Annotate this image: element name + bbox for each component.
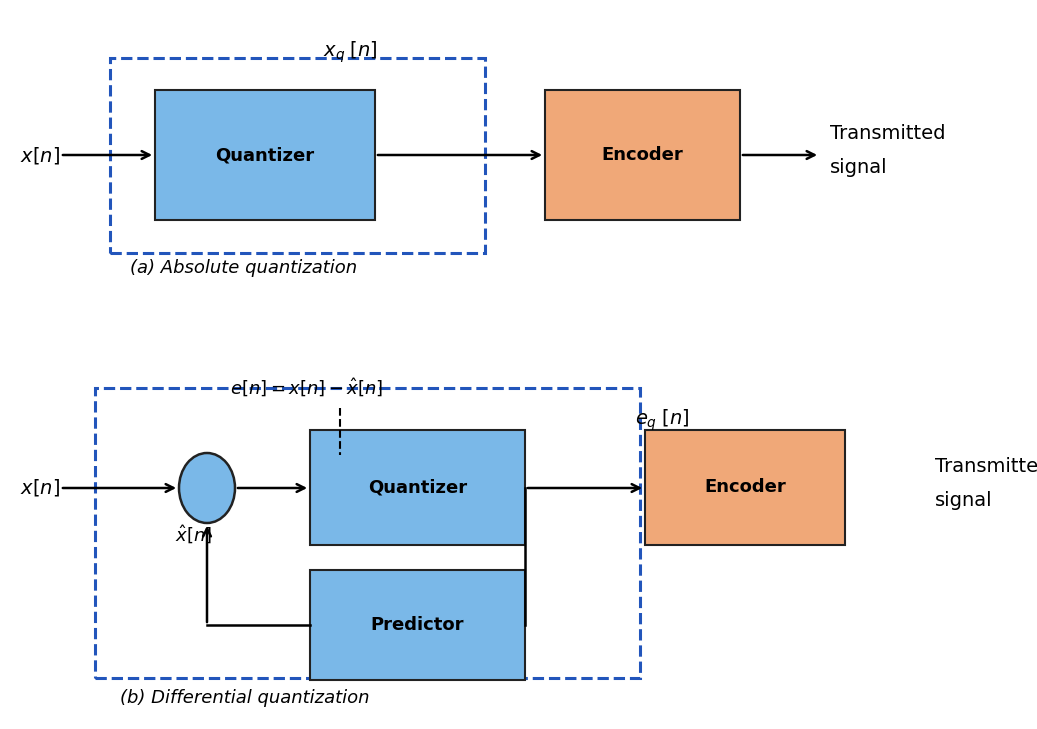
Text: $x[n]$: $x[n]$ xyxy=(20,144,60,165)
Text: (a) Absolute quantization: (a) Absolute quantization xyxy=(130,259,357,277)
Text: +: + xyxy=(192,465,206,483)
Bar xyxy=(645,430,845,545)
Text: $e[n]=x[n]-\hat{x}[n]$: $e[n]=x[n]-\hat{x}[n]$ xyxy=(230,377,384,399)
Text: Quantizer: Quantizer xyxy=(216,146,314,164)
Text: $x_q\;[n]$: $x_q\;[n]$ xyxy=(323,39,377,65)
Bar xyxy=(155,90,375,220)
Text: $e_q\;[n]$: $e_q\;[n]$ xyxy=(635,408,690,433)
Text: signal: signal xyxy=(830,157,888,176)
Text: Transmitted: Transmitted xyxy=(830,123,946,142)
Bar xyxy=(310,570,525,680)
Text: Predictor: Predictor xyxy=(371,616,465,634)
Text: −: − xyxy=(186,499,200,517)
Text: $x[n]$: $x[n]$ xyxy=(20,477,60,499)
Text: Encoder: Encoder xyxy=(704,478,786,496)
Bar xyxy=(110,58,485,253)
Text: (b) Differential quantization: (b) Differential quantization xyxy=(120,689,369,707)
Text: Quantizer: Quantizer xyxy=(368,478,467,496)
Text: signal: signal xyxy=(935,491,992,510)
Ellipse shape xyxy=(179,453,235,523)
Bar xyxy=(95,388,640,678)
Bar xyxy=(310,430,525,545)
Text: Encoder: Encoder xyxy=(601,146,683,164)
Text: $\hat{x}[n]$: $\hat{x}[n]$ xyxy=(175,524,212,546)
Bar xyxy=(545,90,740,220)
Text: Transmitted: Transmitted xyxy=(935,456,1037,475)
